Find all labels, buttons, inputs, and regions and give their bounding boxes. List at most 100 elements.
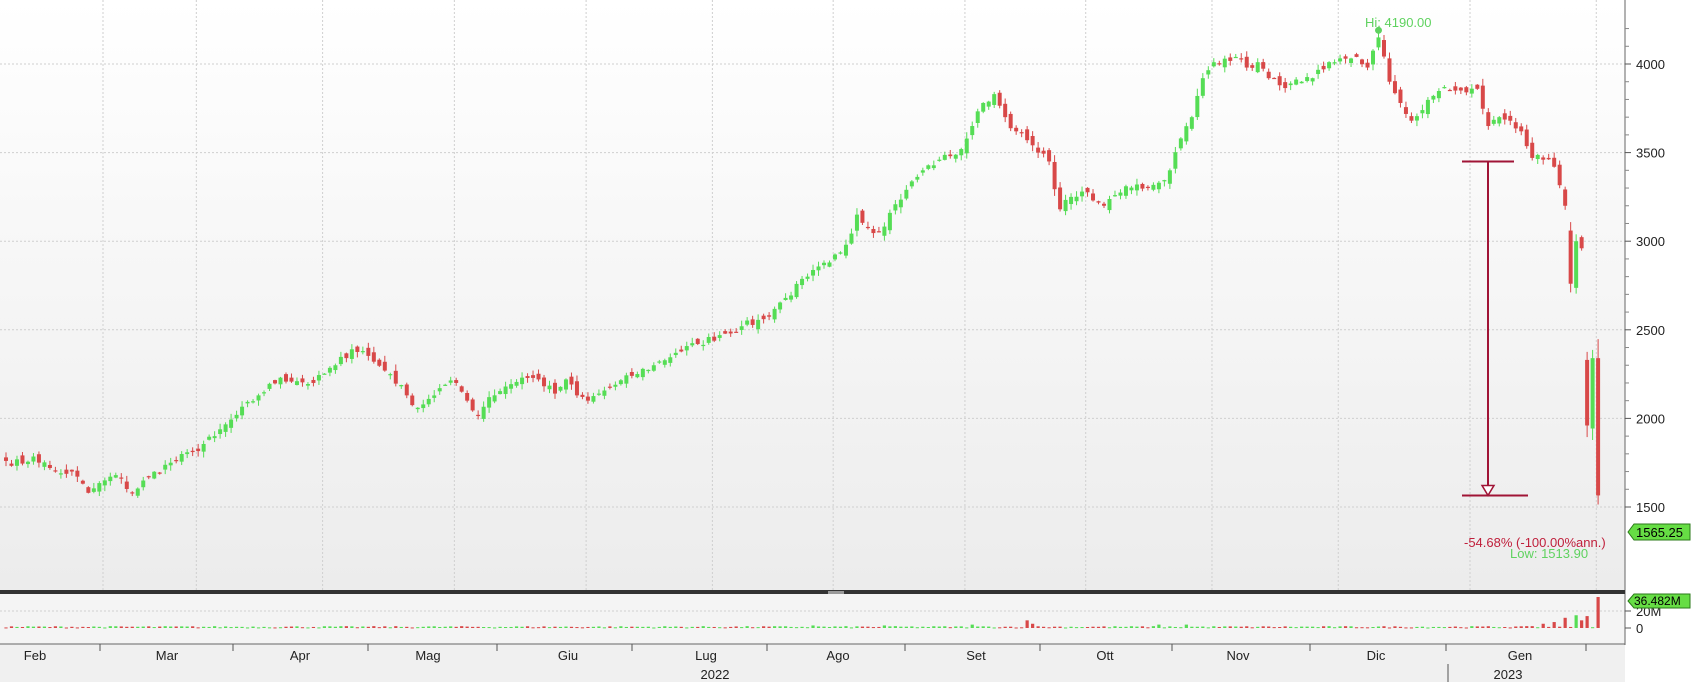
- volume-bar: [1080, 627, 1084, 629]
- candle-body: [481, 406, 486, 419]
- month-label: Set: [966, 648, 986, 663]
- volume-bar: [734, 626, 738, 628]
- volume-bar: [1003, 626, 1007, 628]
- candle-body: [997, 92, 1002, 106]
- candle-body: [761, 315, 766, 320]
- volume-bar: [1371, 627, 1375, 629]
- volume-bar: [1569, 626, 1573, 628]
- candle-body: [1513, 122, 1518, 129]
- candle-body: [1272, 77, 1277, 80]
- panel-resize-handle[interactable]: [828, 591, 844, 594]
- volume-bar: [822, 626, 826, 628]
- candle-body: [262, 392, 267, 394]
- volume-bar: [531, 627, 535, 629]
- volume-bar: [482, 627, 486, 629]
- volume-bar: [1481, 626, 1485, 628]
- candle-body: [646, 369, 651, 372]
- candle-body: [1091, 193, 1096, 201]
- volume-bar: [915, 627, 919, 629]
- candle-body: [1266, 71, 1271, 79]
- volume-bar: [432, 626, 436, 628]
- volume-bar: [855, 626, 859, 628]
- candles: [4, 30, 1601, 505]
- volume-bar: [454, 626, 458, 628]
- candle-body: [135, 488, 140, 496]
- volume-bar: [1168, 626, 1172, 628]
- candle-body: [673, 352, 678, 356]
- volume-bar: [630, 626, 634, 628]
- volume-bar: [987, 626, 991, 628]
- candle-body: [1519, 126, 1524, 132]
- volume-bar: [1486, 626, 1490, 628]
- volume-bar: [1349, 626, 1353, 628]
- candle-body: [80, 480, 85, 484]
- candle-body: [789, 295, 794, 300]
- candle-body: [1123, 186, 1128, 196]
- volume-bar: [1184, 624, 1188, 628]
- candle-body: [1025, 129, 1030, 141]
- candle-body: [1343, 56, 1348, 59]
- panel-separator[interactable]: [0, 590, 1625, 594]
- volume-bar: [1223, 626, 1227, 628]
- volume-bar: [1261, 626, 1265, 628]
- volume-bar: [383, 626, 387, 628]
- candle-body: [981, 102, 986, 112]
- candle-body: [695, 338, 700, 344]
- candle-body: [1156, 182, 1161, 190]
- volume-bar: [558, 626, 563, 628]
- volume-bar: [1563, 617, 1567, 628]
- volume-bar: [1574, 615, 1578, 628]
- candle-body: [459, 386, 464, 392]
- candle-body: [531, 375, 536, 378]
- volume-bar: [1113, 626, 1117, 628]
- volume-bar: [932, 626, 936, 628]
- candle-body: [1321, 65, 1326, 70]
- candle-body: [602, 390, 607, 396]
- candle-body: [283, 374, 288, 382]
- volume-bar: [1250, 627, 1254, 629]
- candle-body: [366, 347, 371, 356]
- volume-bar: [1558, 626, 1562, 628]
- volume-bar: [169, 626, 173, 628]
- volume-bar: [306, 627, 310, 629]
- volume-bar: [624, 626, 628, 628]
- candle-body: [201, 443, 206, 452]
- volume-bar: [1047, 627, 1051, 629]
- volume-bar: [1393, 626, 1397, 628]
- volume-bar: [575, 627, 579, 629]
- candle-body: [108, 476, 113, 482]
- candle-body: [822, 262, 827, 266]
- candle-body: [437, 388, 442, 392]
- candle-body: [509, 384, 514, 389]
- volume-bar: [1190, 626, 1194, 628]
- volume-bar: [635, 626, 639, 628]
- month-label: Gen: [1508, 648, 1533, 663]
- candle-body: [525, 376, 530, 378]
- candle-body: [1063, 199, 1068, 212]
- volume-bar: [1541, 623, 1545, 628]
- volume-bar: [289, 626, 294, 628]
- candle-body: [745, 320, 750, 325]
- candle-body: [1469, 88, 1474, 94]
- candle-body: [520, 377, 525, 385]
- volume-bar: [1146, 627, 1150, 629]
- volume-bar: [1206, 627, 1210, 629]
- volume-bar: [756, 627, 760, 629]
- volume-bar: [1365, 627, 1370, 629]
- candle-body: [800, 278, 805, 286]
- volume-bar: [1031, 623, 1035, 628]
- volume-bar: [981, 626, 985, 628]
- candle-body: [964, 138, 969, 154]
- volume-bar: [1294, 627, 1298, 629]
- candle-body: [14, 459, 19, 466]
- price-tick-label: 2000: [1636, 411, 1665, 426]
- volume-bar: [1239, 626, 1243, 628]
- volume-bar: [1058, 626, 1062, 628]
- volume-bar: [141, 626, 145, 628]
- volume-bar: [674, 626, 678, 628]
- candle-body: [1316, 69, 1321, 75]
- volume-bar: [1464, 627, 1468, 629]
- candle-body: [1360, 59, 1365, 65]
- volume-bar: [234, 626, 239, 628]
- volume-bar: [108, 626, 112, 628]
